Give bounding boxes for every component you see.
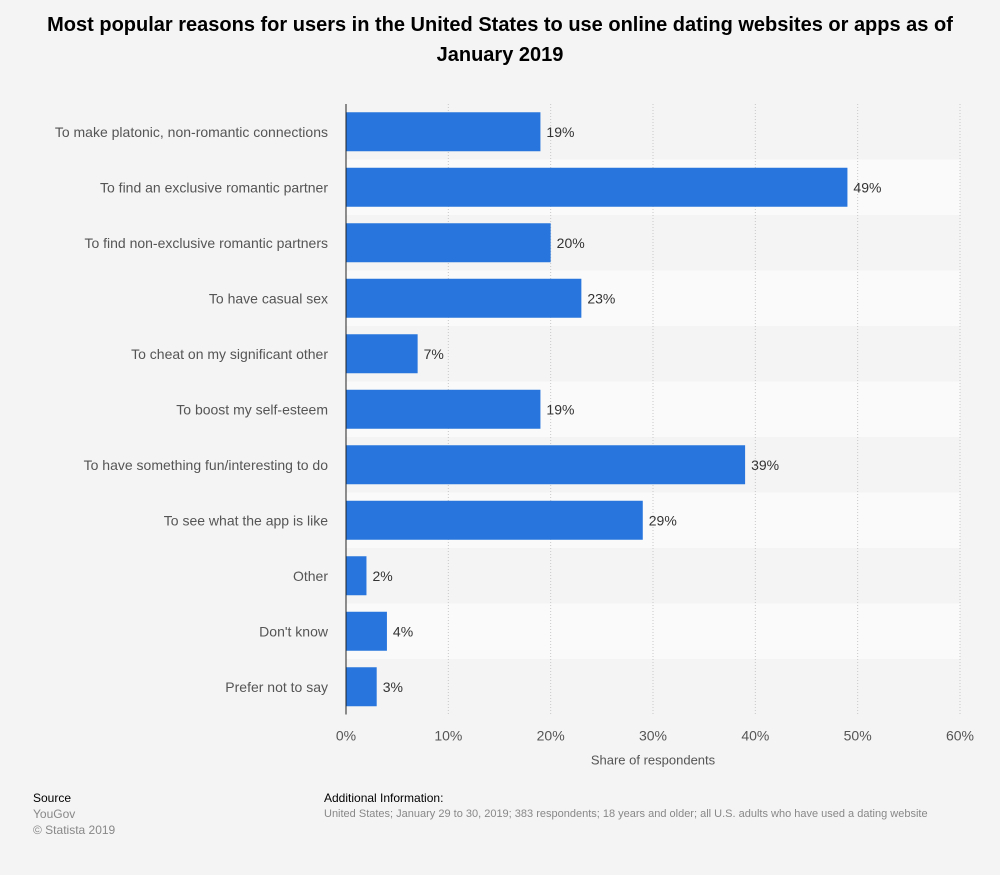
- source-name[interactable]: YouGov: [33, 807, 76, 821]
- value-label: 23%: [587, 290, 615, 306]
- category-label: To have casual sex: [209, 290, 328, 306]
- x-tick-label: 50%: [844, 728, 872, 744]
- chart-title: Most popular reasons for users in the Un…: [47, 14, 953, 66]
- info-header[interactable]: Additional Information:: [324, 791, 444, 805]
- category-label: Other: [293, 568, 328, 584]
- value-label: 19%: [546, 124, 574, 140]
- x-axis-title: Share of respondents: [591, 753, 716, 768]
- value-label: 3%: [383, 679, 403, 695]
- x-tick-label: 0%: [336, 728, 356, 744]
- category-label: To find an exclusive romantic partner: [100, 179, 328, 195]
- bar[interactable]: [346, 611, 387, 651]
- x-tick-label: 20%: [537, 728, 565, 744]
- value-label: 39%: [751, 457, 779, 473]
- bar[interactable]: [346, 389, 541, 429]
- category-labels: To make platonic, non-romantic connectio…: [55, 124, 329, 695]
- source-header: Source: [33, 791, 72, 805]
- bar[interactable]: [346, 278, 582, 318]
- value-label: 2%: [372, 568, 392, 584]
- category-label: Don't know: [259, 623, 329, 639]
- value-label: 19%: [546, 401, 574, 417]
- x-tick-label: 60%: [946, 728, 974, 744]
- x-tick-label: 30%: [639, 728, 667, 744]
- bar[interactable]: [346, 334, 418, 374]
- x-tick-labels: 0% 10% 20% 30% 40% 50% 60%: [336, 728, 974, 744]
- source-block: Source YouGov © Statista 2019: [33, 790, 115, 838]
- x-tick-label: 10%: [434, 728, 462, 744]
- bar[interactable]: [346, 500, 643, 540]
- info-text: United States; January 29 to 30, 2019; 3…: [324, 808, 928, 820]
- value-label: 7%: [424, 346, 444, 362]
- x-tick-label: 40%: [741, 728, 769, 744]
- category-label: To make platonic, non-romantic connectio…: [55, 124, 328, 140]
- copyright: © Statista 2019: [33, 823, 116, 837]
- bar-chart: To make platonic, non-romantic connectio…: [55, 104, 974, 768]
- bar[interactable]: [346, 556, 367, 596]
- row-band: [346, 603, 960, 659]
- bar[interactable]: [346, 112, 541, 152]
- category-label: To find non-exclusive romantic partners: [84, 235, 328, 251]
- value-label: 20%: [557, 235, 585, 251]
- bar[interactable]: [346, 167, 848, 207]
- value-label: 4%: [393, 623, 413, 639]
- value-label: 49%: [853, 179, 881, 195]
- additional-info-block: Additional Information: United States; J…: [324, 790, 1000, 822]
- category-label: To see what the app is like: [164, 512, 328, 528]
- bar[interactable]: [346, 445, 746, 485]
- category-label: To cheat on my significant other: [131, 346, 328, 362]
- category-label: Prefer not to say: [225, 679, 328, 695]
- bars: [346, 112, 848, 707]
- category-label: To boost my self-esteem: [176, 401, 328, 417]
- bar[interactable]: [346, 223, 551, 263]
- value-labels: 19% 49% 20% 23% 7% 19% 39% 29% 2% 4% 3%: [372, 124, 881, 695]
- category-label: To have something fun/interesting to do: [84, 457, 329, 473]
- value-label: 29%: [649, 512, 677, 528]
- bar[interactable]: [346, 667, 377, 707]
